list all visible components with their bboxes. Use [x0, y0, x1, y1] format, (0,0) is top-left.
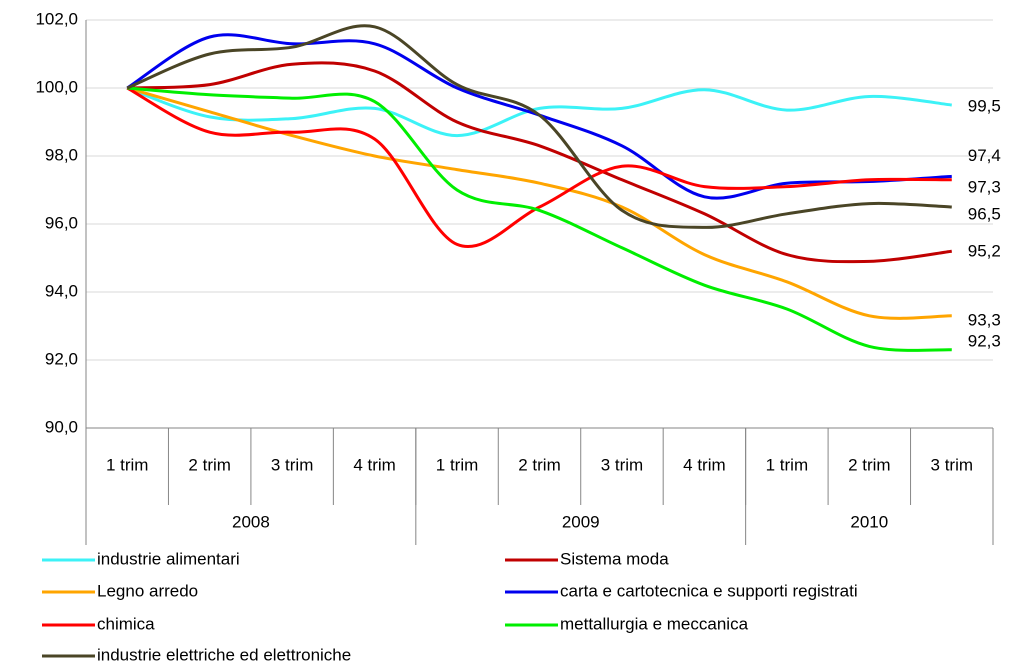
x-tick-label: 4 trim	[683, 455, 726, 474]
x-tick-label: 2 trim	[188, 455, 231, 474]
x-tick-label: 1 trim	[436, 455, 479, 474]
data-label: 97,4	[968, 146, 1001, 165]
x-tick-label: 2 trim	[518, 455, 561, 474]
x-tick-label: 3 trim	[931, 455, 974, 474]
legend-label: carta e cartotecnica e supporti registra…	[560, 581, 858, 600]
legend-label: industrie elettriche ed elettroniche	[97, 645, 351, 663]
series-line	[127, 61, 952, 264]
y-tick-label: 102,0	[35, 9, 78, 28]
series-line	[126, 86, 952, 320]
y-tick-label: 100,0	[35, 77, 78, 96]
x-tick-label: 2 trim	[848, 455, 891, 474]
x-group-label: 2008	[232, 512, 270, 531]
legend-label: Sistema moda	[560, 549, 669, 568]
x-tick-label: 3 trim	[601, 455, 644, 474]
series-line	[126, 24, 952, 229]
data-label: 92,3	[968, 331, 1001, 350]
legend-label: mettallurgia e meccanica	[560, 614, 749, 633]
x-tick-label: 4 trim	[353, 455, 396, 474]
legend-label: Legno arredo	[97, 581, 198, 600]
x-tick-label: 1 trim	[106, 455, 149, 474]
series-line	[127, 86, 952, 352]
data-label: 95,2	[968, 242, 1001, 261]
data-label: 96,5	[968, 204, 1001, 223]
y-tick-label: 96,0	[45, 213, 78, 232]
y-tick-label: 94,0	[45, 281, 78, 300]
x-tick-label: 1 trim	[766, 455, 809, 474]
data-label: 99,5	[968, 96, 1001, 115]
y-tick-label: 92,0	[45, 349, 78, 368]
data-label: 93,3	[968, 310, 1001, 329]
data-label: 97,3	[968, 177, 1001, 196]
x-group-label: 2010	[850, 512, 888, 531]
y-tick-label: 98,0	[45, 145, 78, 164]
x-group-label: 2009	[562, 512, 600, 531]
series-line	[126, 86, 952, 138]
series-line	[126, 86, 952, 248]
legend-label: chimica	[97, 614, 155, 633]
x-tick-label: 3 trim	[271, 455, 314, 474]
legend-label: industrie alimentari	[97, 549, 240, 568]
y-tick-label: 90,0	[45, 417, 78, 436]
